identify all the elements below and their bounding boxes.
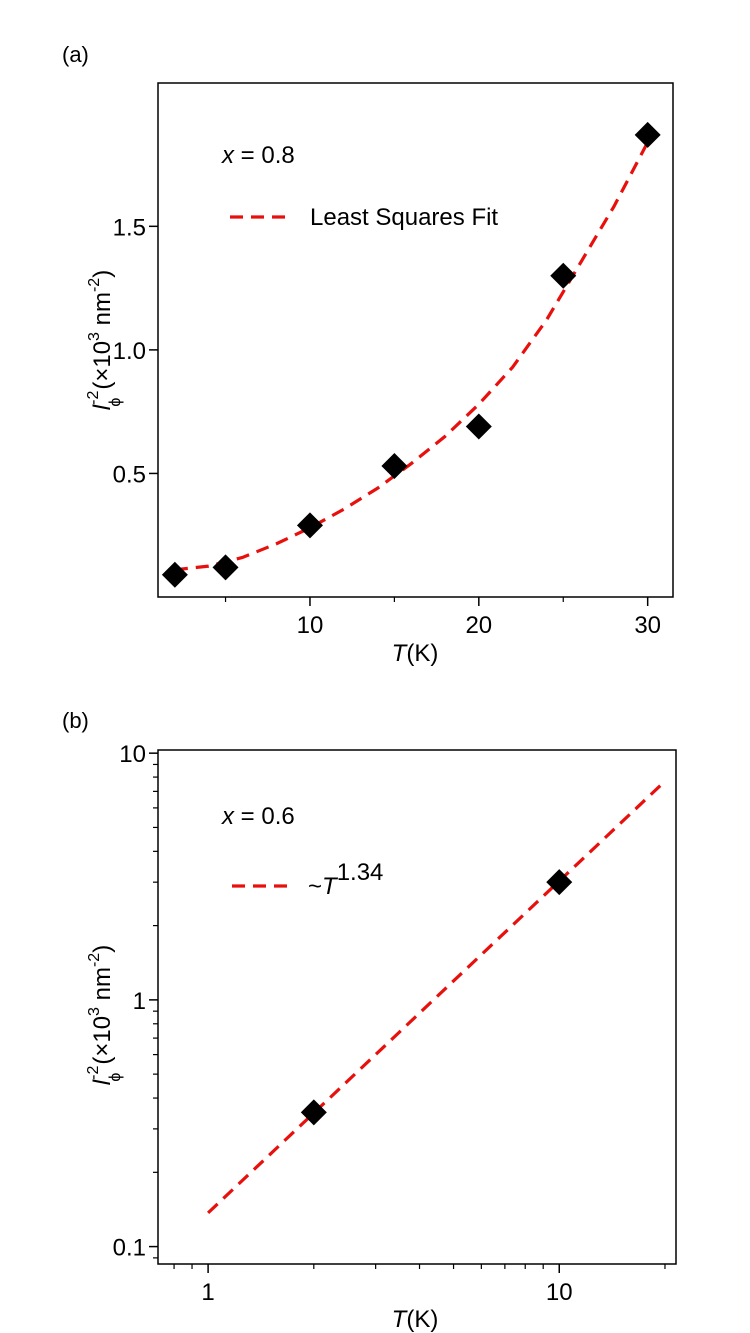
y-tick-label: 1.5 [113, 214, 146, 241]
panel-b-label: (b) [62, 708, 89, 733]
x-tick-label: 20 [465, 612, 492, 639]
panel-a-frame [157, 82, 674, 598]
data-point [161, 561, 188, 588]
panel-a-points [161, 121, 661, 588]
panel-a-ylabel: l-2 ϕ(×103 nm-2) [85, 270, 124, 410]
panel-b: (b) 1 10 0.1 1 10 x = 0.6 ~T1.34 T(K) l-2 ϕ(×… [62, 708, 677, 1333]
data-point [634, 121, 661, 148]
x-tick-label: 10 [546, 1279, 573, 1306]
panel-a-annotation: x = 0.8 [221, 142, 295, 169]
panel-b-xlabel: T(K) [392, 1306, 439, 1333]
panel-b-legend-label: ~T1.34 [308, 859, 383, 900]
panel-a: (a) 10 20 30 0.5 1.0 1.5 x = 0.8 Least Square… [62, 42, 674, 667]
panel-a-label: (a) [62, 42, 89, 67]
y-tick-label: 1.0 [113, 338, 146, 365]
y-tick-label: 10 [119, 741, 146, 768]
fit-line [207, 780, 667, 1215]
panel-a-xlabel: T(K) [392, 640, 439, 667]
panel-b-points [300, 869, 573, 1126]
panel-b-ticks [149, 752, 666, 1273]
panel-a-tick-labels: 10 20 30 0.5 1.0 1.5 [113, 214, 661, 639]
x-tick-label: 30 [634, 612, 661, 639]
data-point [300, 1099, 327, 1126]
panel-b-tick-labels: 1 10 0.1 1 10 [113, 741, 573, 1306]
panel-b-annotation: x = 0.6 [221, 803, 295, 830]
x-tick-label: 10 [297, 612, 324, 639]
panel-a-legend-label: Least Squares Fit [310, 204, 498, 231]
y-tick-label: 0.5 [113, 461, 146, 488]
data-point [212, 554, 239, 581]
data-point [381, 453, 408, 480]
data-point [465, 413, 492, 440]
data-point [550, 262, 577, 289]
y-tick-label: 1 [133, 988, 146, 1015]
x-tick-label: 1 [201, 1279, 214, 1306]
panel-a-ticks [149, 225, 649, 606]
y-tick-label: 0.1 [113, 1235, 146, 1262]
data-point [546, 869, 573, 896]
panel-b-fit-layer [207, 780, 667, 1215]
panel-b-ylabel: l-2 ϕ(×103 nm-2) [85, 945, 124, 1085]
data-point [296, 512, 323, 539]
panel-b-frame [157, 749, 677, 1265]
